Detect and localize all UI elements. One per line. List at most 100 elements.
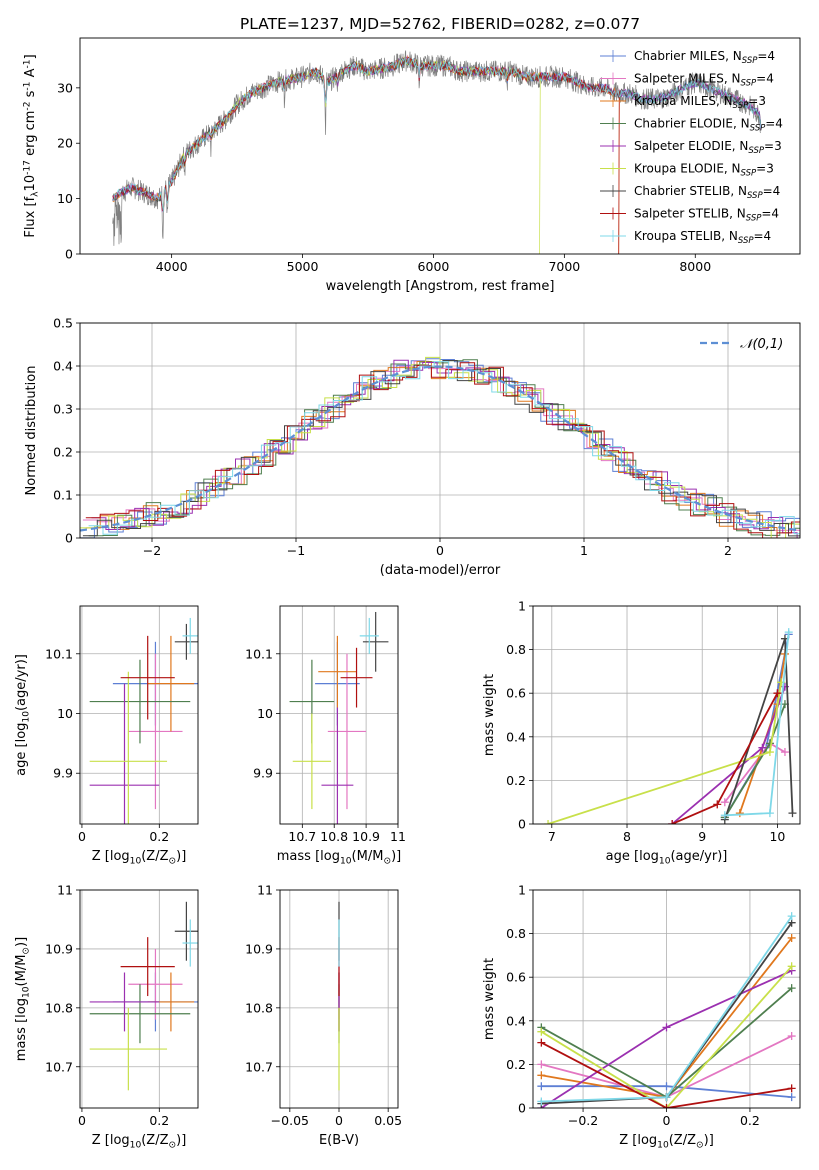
x-axis-label: mass [log10​(M/M⊙​)] xyxy=(277,849,401,866)
x-tick-label: 0 xyxy=(78,1113,86,1128)
mass-weight-marker xyxy=(780,748,789,757)
mass-weight-marker xyxy=(787,1032,796,1041)
x-tick-label: 2 xyxy=(724,543,732,558)
mass-weight-marker xyxy=(787,984,796,993)
mass-weight-marker xyxy=(787,912,796,921)
residual-histogram xyxy=(82,360,800,537)
mass-weight-marker xyxy=(537,1097,546,1106)
y-axis-label: mass weight xyxy=(482,958,497,1040)
panel-z-weight: −0.2 0 0.2 0 0.2 0.4 0.6 0.8 1 Z [log10​(Z/Z⊙​)] m… xyxy=(482,883,801,1150)
y-tick-label: 11 xyxy=(257,883,273,898)
axes-frame xyxy=(532,605,801,825)
y-tick-label: 10.7 xyxy=(45,1059,73,1074)
mass-weight-marker xyxy=(787,1084,796,1093)
mass-weight-marker xyxy=(720,811,729,820)
axes-frame xyxy=(279,889,399,1109)
error-bar-point xyxy=(89,671,168,824)
plot-area-spectrum xyxy=(112,50,762,254)
x-tick-label: 0 xyxy=(335,1113,343,1128)
legend-label: Kroupa ELODIE, NSSP=3 xyxy=(634,162,774,179)
x-tick-label: −1 xyxy=(287,543,305,558)
error-bar-point xyxy=(362,611,389,672)
mass-weight-marker xyxy=(713,800,722,809)
x-tick-label: 10.7 xyxy=(288,829,316,844)
x-axis-label: E(B-V) xyxy=(319,1133,359,1148)
x-tick-label: 11 xyxy=(390,829,406,844)
error-bar-point xyxy=(182,919,198,967)
mass-weight-marker xyxy=(773,689,782,698)
y-tick-label: 0 xyxy=(518,1101,526,1116)
panel-z-mass: 0 0.2 10.7 10.8 10.9 11 Z [log10​(Z/Z⊙​)] mass … xyxy=(14,883,199,1150)
axes-frame xyxy=(79,605,199,825)
model-spectrum-line xyxy=(112,56,620,254)
x-axis-label: wavelength [Angstrom, rest frame] xyxy=(326,279,555,294)
panel-spectrum: 4000 5000 6000 7000 8000 0 10 20 30 wavelength [A… xyxy=(22,37,801,294)
legend-label: Salpeter STELIB, NSSP=4 xyxy=(634,207,779,224)
mass-weight-marker xyxy=(787,933,796,942)
y-tick-label: 1 xyxy=(518,883,526,898)
x-tick-label: 6000 xyxy=(418,259,450,274)
legend-label: Kroupa MILES, NSSP=3 xyxy=(634,94,766,111)
error-bar-point xyxy=(321,707,354,824)
figure-title: PLATE=1237, MJD=52762, FIBERID=0282, z=0… xyxy=(240,15,640,33)
error-bar-point xyxy=(327,653,367,810)
mass-weight-line xyxy=(540,965,793,1108)
plot-area-resid xyxy=(80,356,800,538)
residual-histogram xyxy=(88,361,800,535)
panel-ebv-mass: −0.05 0 0.05 10.7 10.8 10.9 11 E(B-V) xyxy=(245,883,402,1149)
y-tick-label: 0.3 xyxy=(53,402,73,417)
axes-frame xyxy=(279,605,399,825)
plot-area-z-age xyxy=(89,617,198,824)
x-tick-label: 0 xyxy=(663,1113,671,1128)
y-axis-label: Flux [fλ​10-17​ erg cm-2​ s-1​ A-1​] xyxy=(22,54,40,237)
y-tick-label: 10.9 xyxy=(245,941,273,956)
y-tick-label: 10.7 xyxy=(245,1059,273,1074)
panel-z-age: 0 0.2 9.9 10 10.1 Z [log10​(Z/Z⊙​)] age [log10… xyxy=(14,605,199,866)
y-tick-label: 0.4 xyxy=(53,359,73,374)
y-tick-label: 0.2 xyxy=(53,445,73,460)
x-axis-label: Z [log10​(Z/Z⊙​)] xyxy=(92,1133,187,1150)
y-axis-label: Normed distribution xyxy=(24,366,39,496)
mass-weight-marker xyxy=(735,809,744,818)
y-tick-label: 0 xyxy=(65,247,73,262)
error-bar-point xyxy=(340,647,373,708)
legend-label: Salpeter ELODIE, NSSP=3 xyxy=(634,139,782,156)
error-bar-point xyxy=(120,635,175,720)
legend-label: Kroupa STELIB, NSSP=4 xyxy=(634,229,771,246)
residual-histogram xyxy=(91,359,800,538)
data-spectrum-line xyxy=(112,50,761,246)
x-tick-label: 0.2 xyxy=(740,1113,760,1128)
plot-area-mass-age xyxy=(289,611,389,824)
y-tick-label: 10.8 xyxy=(45,1000,73,1015)
x-tick-label: 9 xyxy=(698,829,706,844)
x-tick-label: 8 xyxy=(623,829,631,844)
legend: Chabrier MILES, NSSP=4 Salpeter MILES, NS… xyxy=(600,49,783,246)
y-tick-label: 10.9 xyxy=(45,941,73,956)
error-bar-point xyxy=(174,901,198,961)
mass-weight-marker xyxy=(765,748,774,757)
panel-residuals: −2 −1 0 1 2 0 0.1 0.2 0.3 0.4 0.5 (data-model)/erro… xyxy=(24,316,801,578)
mass-weight-marker xyxy=(720,798,729,807)
error-bar-point xyxy=(89,683,160,824)
y-tick-label: 20 xyxy=(57,136,73,151)
error-bar-point xyxy=(89,984,191,1044)
x-tick-label: 10.9 xyxy=(352,829,380,844)
x-tick-label: 7 xyxy=(548,829,556,844)
error-bar-point xyxy=(128,948,183,1020)
y-tick-label: 10 xyxy=(257,706,273,721)
y-tick-label: 0.4 xyxy=(506,1013,526,1028)
legend-label: Chabrier ELODIE, NSSP=4 xyxy=(634,117,783,134)
error-bar-point xyxy=(182,617,198,654)
mass-weight-marker xyxy=(787,1093,796,1102)
y-axis-label: mass weight xyxy=(482,674,497,756)
y-tick-label: 0.8 xyxy=(506,926,526,941)
x-tick-label: −0.05 xyxy=(271,1113,309,1128)
y-tick-label: 0 xyxy=(65,531,73,546)
y-tick-label: 0.5 xyxy=(53,316,73,331)
normal-pdf-curve xyxy=(80,365,800,532)
error-bar-point xyxy=(89,1007,168,1091)
x-tick-label: 1 xyxy=(580,543,588,558)
model-spectrum-line xyxy=(112,56,762,212)
